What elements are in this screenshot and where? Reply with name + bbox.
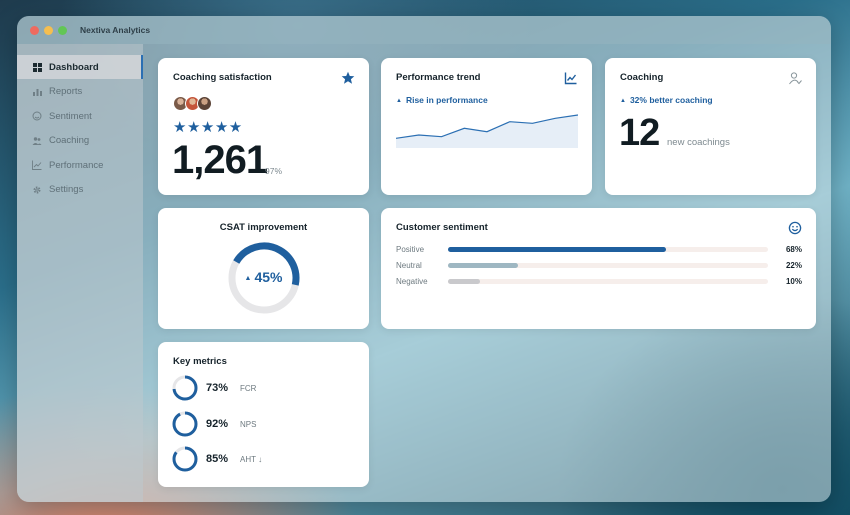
sentiment-label: Positive — [396, 244, 425, 254]
csat-improvement-card: CSAT improvement ▲ 45% — [158, 208, 369, 329]
sentiment-track — [448, 278, 768, 284]
card-title: Customer sentiment — [396, 222, 488, 233]
metric-ring — [172, 411, 198, 437]
csat-value-text: 45% — [254, 269, 283, 285]
sidebar-item-reports[interactable]: Reports — [17, 80, 143, 104]
sentiment-row-neutral: Neutral 22% — [396, 259, 802, 271]
app-title: Nextiva Analytics — [80, 25, 151, 35]
metric-percent: 73% — [206, 382, 229, 394]
coaching-caption: new coachings — [667, 137, 730, 148]
sentiment-track — [448, 246, 768, 252]
gauge-fill — [228, 242, 300, 314]
metric-percent: 85% — [206, 453, 229, 465]
coaching-card: Coaching ▲ 32% better coaching 12 new coa… — [605, 58, 816, 195]
sidebar-item-performance[interactable]: Performance — [17, 153, 143, 177]
dashboard-main: Coaching satisfaction ★★★★★ 1,261 97% Pe… — [143, 44, 831, 502]
metric-row-aht: 85% AHT ↓ — [172, 445, 262, 473]
line-chart-icon[interactable] — [564, 71, 578, 85]
sidebar-item-label: Coaching — [49, 135, 90, 146]
performance-trend-chart — [396, 114, 578, 148]
metric-label: FCR — [240, 383, 257, 393]
coaching-satisfaction-card: Coaching satisfaction ★★★★★ 1,261 97% — [158, 58, 369, 195]
customer-sentiment-card: Customer sentiment Positive 68% Neutral … — [381, 208, 816, 329]
sentiment-row-negative: Negative 10% — [396, 275, 802, 287]
sidebar-item-coaching[interactable]: Coaching — [17, 129, 143, 153]
sentiment-percent: 22% — [785, 260, 802, 270]
gear-icon — [32, 185, 42, 195]
trend-text: 32% better coaching — [629, 95, 713, 105]
sidebar-item-settings[interactable]: Settings — [17, 178, 143, 202]
sidebar-item-sentiment[interactable]: Sentiment — [17, 104, 143, 128]
card-title: Performance trend — [396, 72, 481, 83]
sidebar-item-label: Settings — [49, 184, 84, 195]
close-window-button[interactable] — [30, 25, 39, 35]
minimize-window-button[interactable] — [44, 25, 53, 35]
star-icon[interactable] — [341, 71, 355, 85]
sentiment-bar-positive — [448, 246, 666, 252]
satisfaction-count: 1,261 — [172, 138, 268, 182]
card-title: Coaching satisfaction — [173, 72, 272, 83]
dashboard-icon — [32, 62, 42, 72]
trend-area — [396, 115, 578, 148]
coaching-trend-label: ▲ 32% better coaching — [620, 95, 713, 105]
metric-label: AHT ↓ — [240, 454, 263, 464]
sidebar-item-label: Sentiment — [49, 110, 92, 122]
trend-line — [396, 114, 578, 139]
performance-trend-label: ▲ Rise in performance — [396, 95, 488, 105]
smiley-icon — [32, 111, 42, 121]
user-check-icon[interactable] — [788, 71, 802, 85]
sentiment-bar-negative — [448, 278, 480, 284]
coaching-count: 12 — [619, 112, 660, 154]
app-window: Nextiva Analytics Dashboard Reports Sent… — [17, 16, 831, 502]
sentiment-label: Negative — [396, 276, 428, 286]
bar-chart-icon — [32, 87, 42, 97]
people-icon — [32, 136, 42, 146]
smiley-icon[interactable] — [788, 221, 802, 235]
csat-gauge — [228, 242, 300, 314]
card-title: Key metrics — [173, 356, 227, 367]
sentiment-row-positive: Positive 68% — [396, 243, 802, 255]
metric-row-fcr: 73% FCR — [172, 374, 256, 402]
sentiment-percent: 10% — [785, 276, 802, 286]
metric-ring — [172, 446, 198, 472]
sidebar-item-label: Performance — [49, 159, 104, 171]
sidebar: Dashboard Reports Sentiment Coaching Per… — [17, 44, 143, 502]
sentiment-percent: 68% — [785, 244, 802, 254]
card-title: Coaching — [620, 72, 664, 83]
sidebar-item-label: Reports — [49, 86, 83, 97]
sidebar-item-label: Dashboard — [49, 61, 99, 73]
maximize-window-button[interactable] — [58, 25, 67, 35]
sentiment-track — [448, 262, 768, 268]
metric-label: NPS — [240, 419, 257, 429]
metric-row-nps: 92% NPS — [172, 410, 256, 438]
title-bar: Nextiva Analytics — [17, 16, 831, 44]
line-chart-icon — [32, 160, 42, 170]
card-title: CSAT improvement — [219, 222, 308, 233]
rating-stars: ★★★★★ — [173, 119, 243, 136]
sentiment-bar-neutral — [448, 262, 519, 268]
sidebar-item-dashboard[interactable]: Dashboard — [17, 55, 143, 79]
sentiment-label: Neutral — [396, 260, 422, 270]
avatar — [197, 96, 212, 111]
csat-value: ▲ 45% — [244, 269, 283, 285]
performance-trend-card: Performance trend ▲ Rise in performance — [381, 58, 592, 195]
key-metrics-card: Key metrics 73% FCR 92% NPS — [158, 342, 369, 487]
metric-percent: 92% — [206, 418, 229, 430]
trend-text: Rise in performance — [405, 95, 488, 105]
satisfaction-percent: 97% — [265, 166, 283, 176]
metric-ring — [172, 375, 198, 401]
